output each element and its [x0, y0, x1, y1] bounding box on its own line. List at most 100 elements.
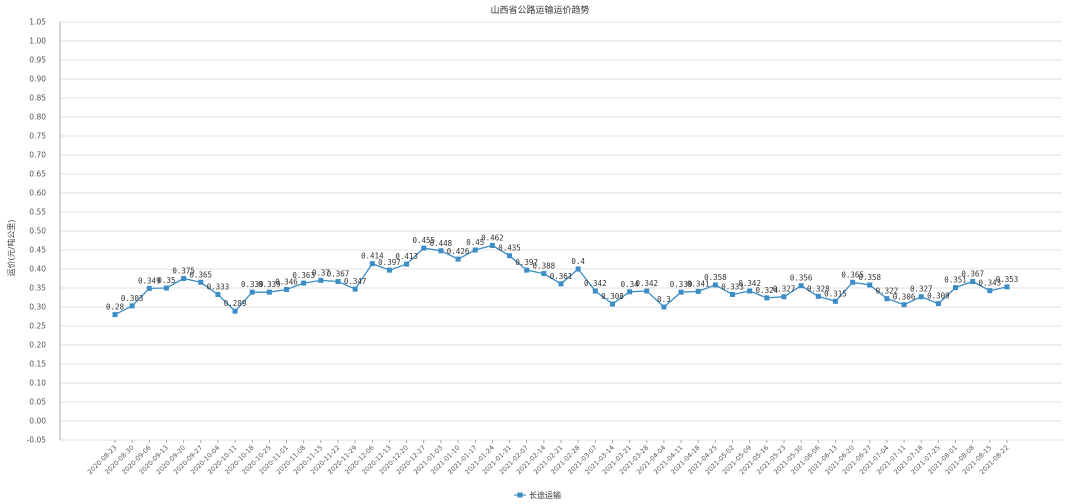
y-tick-label: 1.00	[29, 37, 46, 46]
data-point[interactable]	[575, 266, 581, 272]
y-tick-label: 0.30	[29, 303, 46, 312]
y-tick-label: 0.50	[29, 227, 46, 236]
data-label: 0.45	[466, 238, 484, 247]
data-point[interactable]	[455, 256, 461, 262]
data-label-layer: 0.280.3030.3490.350.3750.3650.3330.2890.…	[106, 233, 1018, 311]
data-label: 0.333	[207, 282, 230, 291]
data-point[interactable]	[163, 285, 169, 291]
data-point[interactable]	[764, 295, 770, 301]
data-point[interactable]	[850, 279, 856, 285]
data-label: 0.397	[515, 258, 538, 267]
data-point[interactable]	[592, 288, 598, 294]
data-point[interactable]	[129, 303, 135, 309]
data-label: 0.351	[944, 276, 967, 285]
data-point[interactable]	[489, 242, 495, 248]
data-label: 0.309	[927, 292, 950, 301]
data-point[interactable]	[266, 289, 272, 295]
data-point[interactable]	[198, 279, 204, 285]
y-tick-label: 0.75	[29, 132, 46, 141]
data-label: 0.349	[138, 276, 161, 285]
data-label: 0.339	[670, 280, 693, 289]
data-label: 0.333	[721, 282, 744, 291]
data-point[interactable]	[369, 261, 375, 267]
data-point[interactable]	[953, 285, 959, 291]
data-point[interactable]	[215, 291, 221, 297]
data-point[interactable]	[421, 245, 427, 251]
legend-marker-swatch	[517, 492, 523, 498]
data-point[interactable]	[747, 288, 753, 294]
data-label: 0.358	[704, 273, 727, 282]
y-tick-label: 0.65	[29, 170, 46, 179]
legend[interactable]: 长途运输	[514, 490, 561, 500]
data-point[interactable]	[935, 301, 941, 307]
data-label: 0.363	[292, 271, 315, 280]
data-label: 0.303	[121, 294, 144, 303]
data-point[interactable]	[627, 289, 633, 295]
data-label: 0.346	[275, 278, 298, 287]
y-tick-label: 0.90	[29, 75, 46, 84]
data-point[interactable]	[987, 288, 993, 294]
data-label: 0.339	[241, 280, 264, 289]
data-point[interactable]	[404, 261, 410, 267]
x-axis-ticks: 2020-08-232020-08-302020-09-062020-09-13…	[86, 440, 1010, 476]
data-point[interactable]	[712, 282, 718, 288]
data-label: 0.356	[790, 274, 813, 283]
data-point[interactable]	[181, 276, 187, 281]
data-point[interactable]	[901, 302, 907, 308]
data-label: 0.315	[824, 289, 847, 298]
data-point[interactable]	[284, 287, 290, 293]
data-label: 0.324	[756, 286, 779, 295]
data-point[interactable]	[438, 248, 444, 254]
data-point[interactable]	[832, 298, 838, 304]
data-label: 0.342	[635, 279, 658, 288]
y-tick-label: 0.40	[29, 265, 46, 274]
y-tick-label: 0.10	[29, 379, 46, 388]
chart-title: 山西省公路运输运价趋势	[490, 4, 589, 16]
data-point[interactable]	[1004, 284, 1010, 290]
data-point[interactable]	[661, 304, 667, 310]
data-point[interactable]	[146, 285, 152, 291]
data-point[interactable]	[524, 267, 530, 273]
y-tick-label: 0.95	[29, 56, 46, 65]
data-point[interactable]	[352, 286, 358, 292]
data-point[interactable]	[232, 308, 238, 314]
data-point[interactable]	[335, 279, 341, 285]
data-point[interactable]	[678, 289, 684, 295]
data-point[interactable]	[730, 291, 736, 297]
data-point[interactable]	[609, 301, 615, 307]
data-label: 0.328	[807, 284, 830, 293]
data-point[interactable]	[918, 294, 924, 300]
data-point[interactable]	[472, 247, 478, 253]
y-tick-label: 1.05	[29, 18, 46, 27]
data-point[interactable]	[781, 294, 787, 300]
data-point[interactable]	[112, 312, 118, 318]
data-label: 0.388	[533, 262, 556, 271]
data-point[interactable]	[695, 288, 701, 294]
data-point[interactable]	[386, 267, 392, 273]
data-label: 0.322	[876, 287, 899, 296]
data-point[interactable]	[644, 288, 650, 294]
data-point[interactable]	[815, 293, 821, 299]
data-point[interactable]	[867, 282, 873, 288]
data-label: 0.37	[312, 268, 330, 277]
data-point[interactable]	[541, 271, 547, 277]
data-point[interactable]	[558, 281, 564, 287]
data-label: 0.327	[773, 285, 796, 294]
data-label: 0.414	[361, 252, 384, 261]
y-tick-label: 0.70	[29, 151, 46, 160]
data-point[interactable]	[884, 296, 890, 302]
data-label: 0.426	[447, 247, 470, 256]
data-label: 0.327	[910, 285, 933, 294]
y-tick-label: 0.05	[29, 398, 46, 407]
data-point[interactable]	[507, 253, 513, 259]
series-layer	[112, 242, 1010, 318]
data-point[interactable]	[318, 277, 324, 283]
data-label: 0.3	[657, 295, 671, 304]
data-label: 0.455	[412, 236, 435, 245]
data-point[interactable]	[798, 283, 804, 289]
data-label: 0.435	[498, 244, 521, 253]
data-point[interactable]	[970, 279, 976, 285]
data-point[interactable]	[301, 280, 307, 286]
y-tick-label: 0.60	[29, 189, 46, 198]
data-point[interactable]	[249, 289, 255, 295]
